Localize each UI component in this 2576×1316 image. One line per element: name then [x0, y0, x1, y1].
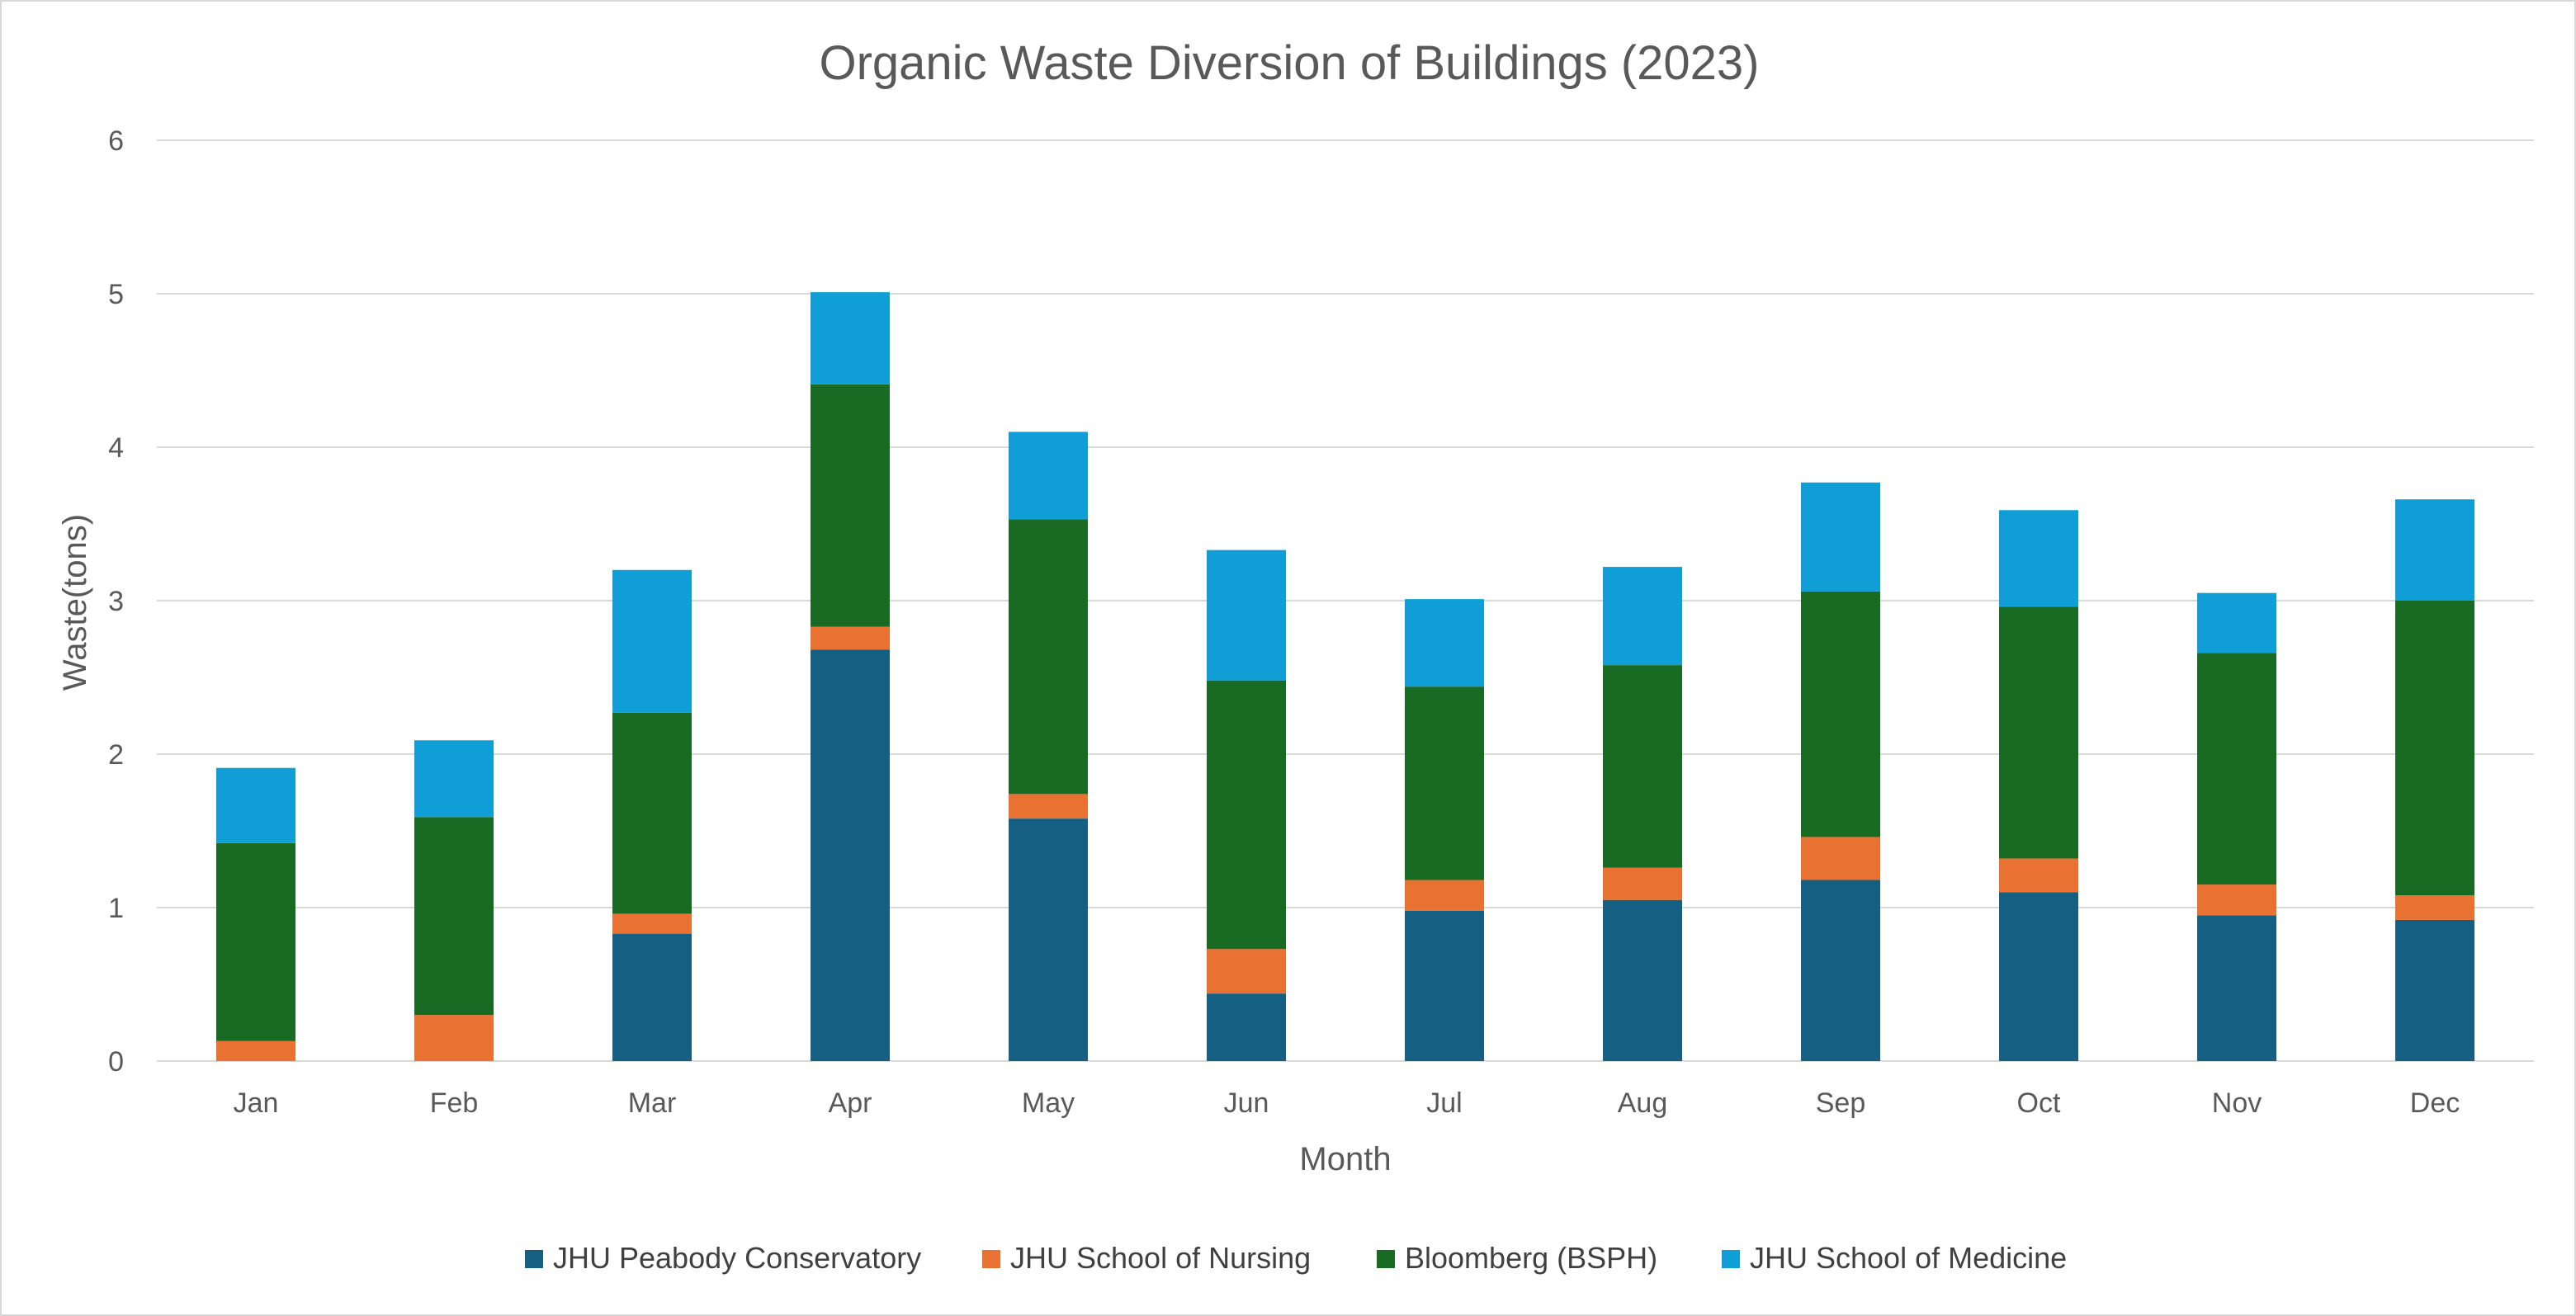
x-tick-label: May — [1022, 1087, 1075, 1119]
bar-segment — [1999, 858, 2078, 893]
bar-segment — [2395, 499, 2474, 601]
y-tick-label: 2 — [108, 739, 124, 771]
x-tick-labels: Jan Feb Mar Apr May Jun Jul Aug Sep Oct Nov Dec — [234, 1087, 2460, 1119]
bar-segment — [1009, 432, 1088, 520]
bar-segment — [2395, 919, 2474, 1061]
x-tick-label: Apr — [829, 1087, 872, 1119]
legend-label: Bloomberg (BSPH) — [1405, 1241, 1657, 1275]
bar-segment — [216, 1040, 295, 1061]
x-tick-label: Nov — [2212, 1087, 2262, 1119]
bar-segment — [2197, 915, 2276, 1061]
bar-segment — [811, 292, 890, 384]
y-tick-label: 5 — [108, 279, 124, 310]
bar-segment — [1603, 867, 1682, 900]
y-tick-label: 3 — [108, 586, 124, 617]
x-tick-label: Sep — [1816, 1087, 1866, 1119]
bar-segment — [612, 913, 692, 934]
bar-segment — [414, 740, 494, 818]
x-tick-label: Mar — [628, 1087, 677, 1119]
bar-segment — [1009, 818, 1088, 1061]
y-tick-label: 4 — [108, 432, 124, 464]
x-tick-label: Aug — [1618, 1087, 1668, 1119]
gridlines — [157, 139, 2534, 1062]
legend: JHU Peabody Conservatory JHU School of Nu… — [525, 1241, 2067, 1275]
bar-segment — [414, 817, 494, 1016]
x-tick-label: Feb — [430, 1087, 479, 1119]
bar-segment — [1801, 482, 1880, 592]
y-tick-labels: 0 1 2 3 4 5 6 — [108, 125, 124, 1078]
bar-segment — [414, 1015, 494, 1061]
bar-segment — [2197, 884, 2276, 916]
chart-title: Organic Waste Diversion of Buildings (20… — [819, 36, 1759, 90]
bar-segment — [612, 569, 692, 713]
bar-segment — [1999, 892, 2078, 1061]
legend-swatch — [982, 1250, 1000, 1268]
bar-segment — [1207, 949, 1286, 994]
bar-segment — [1999, 606, 2078, 859]
bar-segment — [1207, 993, 1286, 1061]
legend-label: JHU Peabody Conservatory — [553, 1241, 921, 1275]
bar-segment — [2197, 592, 2276, 653]
bars — [216, 292, 2474, 1061]
bar-segment — [1801, 880, 1880, 1061]
bar-segment — [1009, 519, 1088, 795]
bar-segment — [1207, 680, 1286, 950]
bar-segment — [612, 712, 692, 914]
bar-segment — [811, 626, 890, 650]
legend-label: JHU School of Nursing — [1010, 1241, 1311, 1275]
bar-segment — [1207, 550, 1286, 681]
x-tick-label: Jul — [1426, 1087, 1462, 1119]
bar-segment — [1603, 567, 1682, 666]
legend-label: JHU School of Medicine — [1750, 1241, 2067, 1275]
bar-segment — [216, 842, 295, 1041]
x-tick-label: Dec — [2410, 1087, 2460, 1119]
y-tick-label: 1 — [108, 893, 124, 924]
bar-segment — [1405, 880, 1484, 911]
bar-segment — [1405, 910, 1484, 1061]
bar-segment — [216, 767, 295, 843]
bar-segment — [1801, 591, 1880, 837]
x-tick-label: Oct — [2017, 1087, 2061, 1119]
bar-segment — [811, 649, 890, 1061]
y-tick-label: 0 — [108, 1046, 124, 1078]
legend-swatch — [1722, 1250, 1740, 1268]
y-axis-title: Waste(tons) — [57, 514, 93, 691]
bar-segment — [612, 933, 692, 1061]
x-axis-title: Month — [1299, 1141, 1391, 1177]
bar-segment — [1009, 794, 1088, 819]
legend-swatch — [525, 1250, 543, 1268]
bar-segment — [1405, 599, 1484, 687]
x-tick-label: Jan — [234, 1087, 279, 1119]
bar-segment — [1603, 665, 1682, 868]
x-tick-label: Jun — [1224, 1087, 1269, 1119]
bar-segment — [2395, 895, 2474, 920]
bar-segment — [2197, 653, 2276, 885]
bar-segment — [1801, 837, 1880, 880]
bar-segment — [1999, 510, 2078, 607]
bar-segment — [1603, 899, 1682, 1061]
bar-segment — [1405, 686, 1484, 880]
bar-segment — [2395, 601, 2474, 896]
y-tick-label: 6 — [108, 125, 124, 157]
bar-segment — [811, 384, 890, 627]
legend-swatch — [1377, 1250, 1395, 1268]
